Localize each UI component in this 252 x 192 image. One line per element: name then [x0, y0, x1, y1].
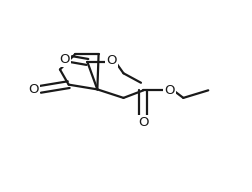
Text: O: O — [164, 84, 175, 97]
Text: O: O — [28, 83, 39, 96]
Text: O: O — [106, 55, 117, 68]
Text: O: O — [60, 53, 70, 66]
Text: O: O — [138, 116, 149, 129]
